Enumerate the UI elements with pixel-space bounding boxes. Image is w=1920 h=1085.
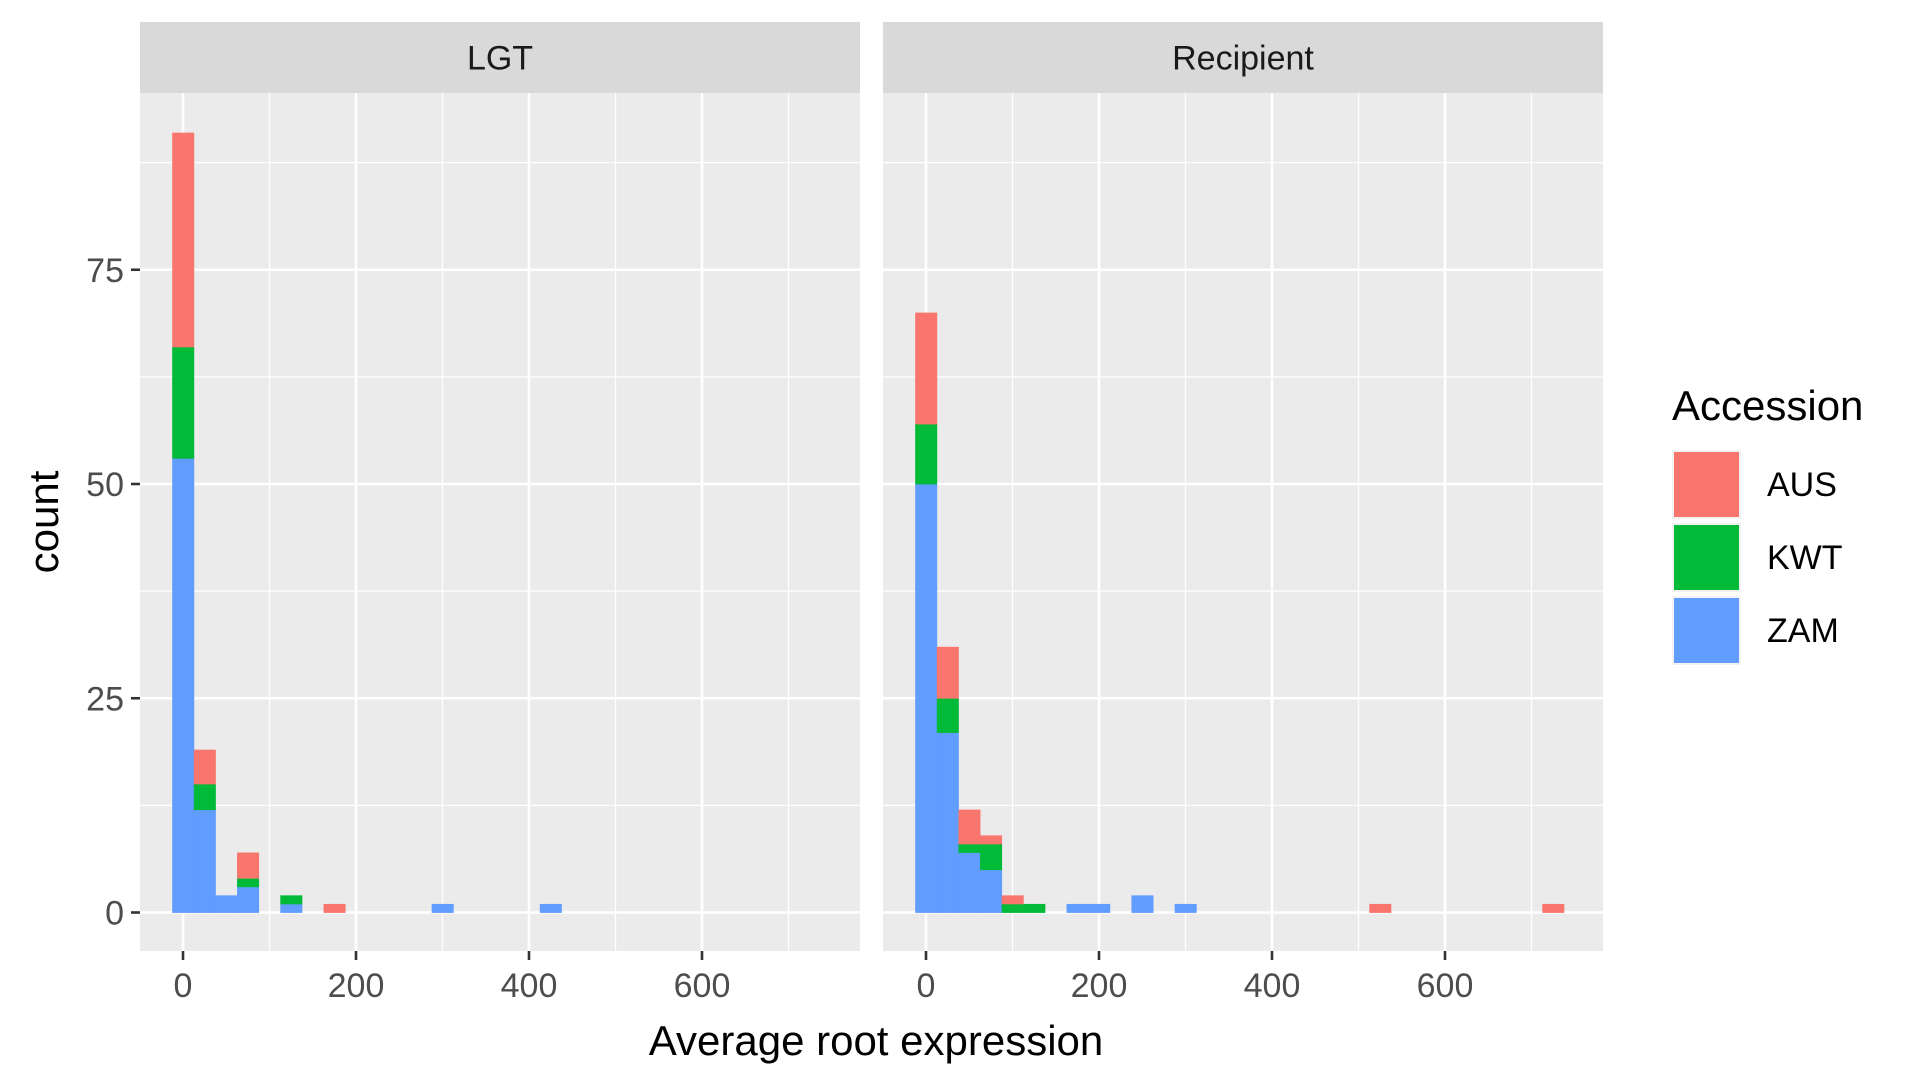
panel-background-lgt [140,93,860,951]
legend-swatch-aus [1674,452,1739,517]
facet-strip-label-recipient: Recipient [1172,40,1314,78]
bar-lgt-zam [172,458,195,913]
bar-recipient-kwt [958,843,981,853]
bar-recipient-aus [1001,895,1024,905]
x-tick-label: 0 [174,967,193,1005]
bars-recipient [915,312,1565,913]
facet-strip-recipient [883,22,1603,93]
y-tick-label: 50 [86,466,124,504]
x-tick-label: 200 [1071,967,1128,1005]
facet-strip-label-lgt: LGT [467,40,533,78]
bar-recipient-kwt [915,424,938,485]
legend-label-zam: ZAM [1767,612,1839,650]
bar-recipient-zam [1088,903,1111,913]
bar-recipient-kwt [1023,903,1046,913]
bar-lgt-zam [193,809,216,913]
x-tick-label: 0 [917,967,936,1005]
facet-strip-lgt [140,22,860,93]
bar-recipient-zam [980,869,1003,913]
bar-recipient-aus [980,835,1003,845]
facet-panel-lgt: LGT [140,22,860,951]
bar-recipient-zam [958,852,981,913]
y-tick-label: 75 [86,252,124,290]
x-axis-lgt: 0 200 400 600 [174,951,731,1005]
legend-title: Accession [1672,382,1863,429]
bar-lgt-zam [431,903,454,913]
facet-panel-recipient: Recipient [883,22,1603,951]
legend-swatch-zam [1674,598,1739,663]
bar-lgt-zam [237,886,260,913]
bar-recipient-kwt [980,843,1003,871]
x-tick-label: 400 [501,967,558,1005]
bar-lgt-zam [215,895,238,913]
x-axes: 0 200 400 600 0 200 400 600 [174,951,1474,1005]
legend: Accession AUS KWT ZAM [1672,382,1863,665]
bar-recipient-kwt [936,698,959,733]
y-tick-label: 25 [86,680,124,718]
bar-recipient-zam [915,484,938,913]
bar-lgt-kwt [172,346,195,459]
x-tick-label: 400 [1244,967,1301,1005]
bar-lgt-aus [323,903,346,913]
bar-recipient-kwt [1001,903,1024,913]
bar-recipient-aus [915,312,938,425]
bar-recipient-zam [936,732,959,913]
bar-lgt-kwt [193,783,216,811]
y-axis-title: count [20,470,67,573]
bar-lgt-aus [172,132,195,348]
bar-lgt-kwt [280,895,303,905]
bar-recipient-zam [1174,903,1197,913]
bar-recipient-zam [1066,903,1089,913]
y-axis: 0 25 50 75 [86,252,140,933]
x-tick-label: 600 [1417,967,1474,1005]
facet-panels: LGT Recipient [140,22,1603,951]
x-tick-label: 600 [674,967,731,1005]
legend-label-aus: AUS [1767,466,1837,504]
bar-recipient-zam [1131,895,1154,913]
legend-swatch-kwt [1674,525,1739,590]
bar-recipient-aus [936,646,959,699]
y-tick-label: 0 [105,895,124,933]
x-axis-title: Average root expression [649,1017,1104,1064]
bars-lgt [172,132,562,913]
bar-recipient-aus [1369,903,1392,913]
x-axis-recipient: 0 200 400 600 [917,951,1474,1005]
bar-lgt-aus [193,749,216,785]
bar-lgt-zam [539,903,562,913]
bar-recipient-aus [958,809,981,845]
bar-recipient-aus [1542,903,1565,913]
bar-lgt-zam [280,903,303,913]
bar-lgt-kwt [237,878,260,888]
x-tick-label: 200 [328,967,385,1005]
panel-background-recipient [883,93,1603,951]
bar-lgt-aus [237,852,260,879]
legend-label-kwt: KWT [1767,539,1843,577]
